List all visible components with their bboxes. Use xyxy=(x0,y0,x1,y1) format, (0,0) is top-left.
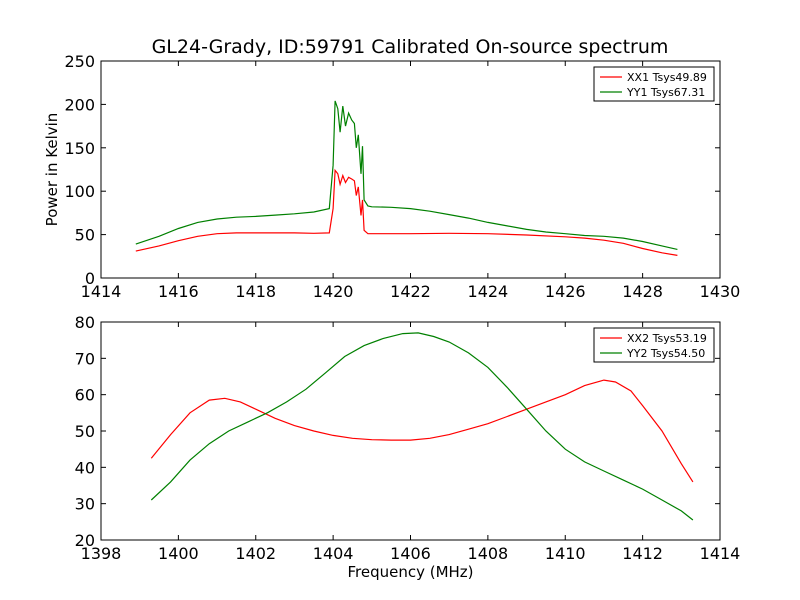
y-tick-label: 50 xyxy=(75,422,95,441)
y-tick-label: 150 xyxy=(64,139,95,158)
legend-entry: XX2 Tsys53.19 xyxy=(627,332,707,345)
legend: XX1 Tsys49.89 YY1 Tsys67.31 xyxy=(593,66,715,102)
x-tick-label: 1402 xyxy=(235,544,276,563)
x-tick-label: 1430 xyxy=(700,282,741,301)
x-tick-label: 1424 xyxy=(468,282,509,301)
x-tick-label: 1408 xyxy=(468,544,509,563)
series-line-1 xyxy=(135,168,678,256)
y-tick-label: 60 xyxy=(75,386,95,405)
y-tick-label: 250 xyxy=(64,52,95,71)
y-tick-label: 80 xyxy=(75,313,95,332)
x-axis-label: Frequency (MHz) xyxy=(347,563,473,581)
series-line-2 xyxy=(135,100,678,250)
y-tick-label: 100 xyxy=(64,182,95,201)
y-tick-label: 0 xyxy=(85,269,95,288)
y-tick-label: 70 xyxy=(75,349,95,368)
x-tick-label: 1400 xyxy=(158,544,199,563)
x-tick-label: 1398 xyxy=(81,544,122,563)
x-tick-label: 1410 xyxy=(545,544,586,563)
bottom-panel: 1398 1400 1402 1404 1406 1408 1410 1412 1414 20 30… xyxy=(75,313,741,581)
x-tick-label: 1414 xyxy=(700,544,741,563)
x-tick-label: 1414 xyxy=(81,282,122,301)
y-tick-label: 200 xyxy=(64,95,95,114)
y-tick-label: 30 xyxy=(75,495,95,514)
x-tick-label: 1404 xyxy=(313,544,354,563)
x-tick-label: 1428 xyxy=(622,282,663,301)
x-tick-label: 1412 xyxy=(622,544,663,563)
y-axis-label: Power in Kelvin xyxy=(43,113,61,227)
legend: XX2 Tsys53.19 YY2 Tsys54.50 xyxy=(593,327,715,363)
legend-entry: YY2 Tsys54.50 xyxy=(626,347,705,360)
x-tick-label: 1422 xyxy=(390,282,431,301)
y-tick-label: 20 xyxy=(75,531,95,550)
x-tick-label: 1406 xyxy=(390,544,431,563)
legend-frame xyxy=(593,66,715,102)
series-line-2 xyxy=(150,332,694,521)
x-tick-label: 1426 xyxy=(545,282,586,301)
x-tick-label: 1420 xyxy=(313,282,354,301)
y-tick-label: 40 xyxy=(75,458,95,477)
y-tick-label: 50 xyxy=(75,226,95,245)
x-tick-label: 1418 xyxy=(235,282,276,301)
legend-entry: XX1 Tsys49.89 xyxy=(627,71,707,84)
legend-frame xyxy=(593,327,715,363)
chart-title: GL24-Grady, ID:59791 Calibrated On-sourc… xyxy=(152,36,669,58)
series-line-1 xyxy=(150,379,694,483)
top-panel: 1414 1416 1418 1420 1422 1424 1426 1428 1430 0 50 1… xyxy=(43,52,740,301)
x-tick-label: 1416 xyxy=(158,282,199,301)
legend-entry: YY1 Tsys67.31 xyxy=(626,86,705,99)
